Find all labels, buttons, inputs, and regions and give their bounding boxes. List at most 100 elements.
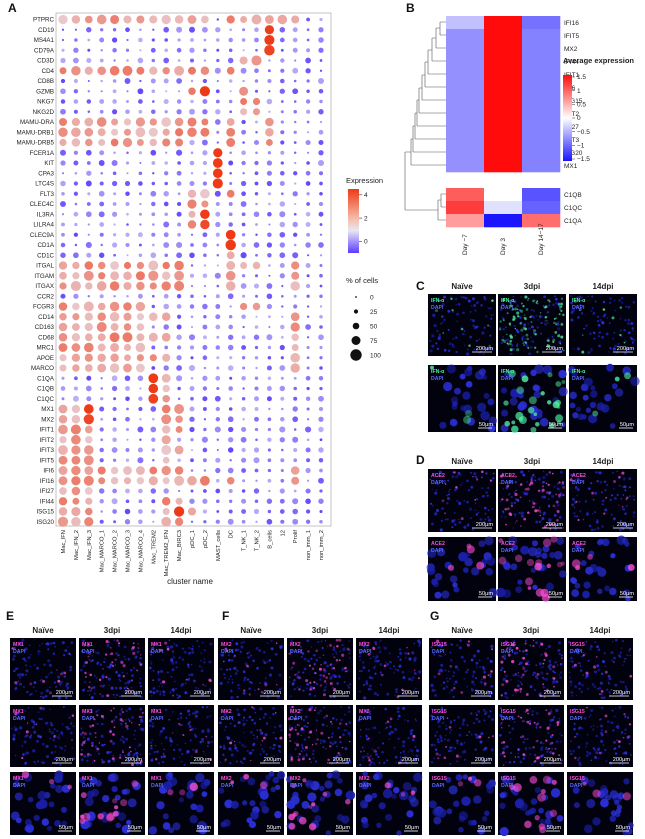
dapi-nucleus — [303, 738, 307, 741]
dapi-nucleus — [509, 352, 512, 356]
dot — [251, 14, 262, 25]
marker-signal — [202, 684, 204, 686]
dapi-nucleus — [272, 776, 280, 784]
dot — [280, 68, 285, 73]
dapi-nucleus — [347, 731, 351, 735]
marker-signal — [307, 722, 309, 724]
dot — [123, 118, 132, 126]
marker-signal — [141, 711, 144, 714]
dapi-nucleus — [514, 481, 517, 484]
dapi-nucleus — [302, 689, 305, 692]
dapi-nucleus — [337, 727, 340, 729]
dapi-nucleus — [248, 715, 252, 719]
dapi-nucleus — [230, 753, 234, 757]
dot — [71, 434, 81, 445]
gene-label: ITGAM — [34, 273, 54, 280]
dapi-nucleus — [579, 510, 582, 513]
dot — [98, 272, 106, 280]
dot — [306, 232, 310, 237]
dot — [58, 322, 68, 332]
dapi-nucleus — [604, 748, 607, 752]
gene-label: IFIT5 — [40, 457, 55, 464]
dapi-nucleus — [382, 788, 393, 799]
dot — [111, 447, 118, 453]
dot — [71, 516, 81, 527]
marker-signal — [582, 781, 587, 786]
marker-signal — [521, 339, 524, 341]
dapi-nucleus — [175, 644, 178, 647]
dot — [280, 324, 285, 330]
marker-signal — [131, 780, 139, 787]
dapi-nucleus — [155, 709, 159, 713]
dot — [163, 488, 169, 494]
dot — [306, 89, 310, 93]
dapi-nucleus — [201, 729, 205, 733]
dapi-nucleus — [242, 800, 248, 806]
dapi-nucleus — [189, 739, 192, 742]
dapi-nucleus — [581, 475, 584, 477]
dapi-nucleus — [475, 717, 479, 721]
dapi-nucleus — [496, 587, 506, 598]
dapi-nucleus — [54, 819, 61, 827]
dapi-nucleus — [601, 336, 604, 339]
marker-signal — [537, 509, 539, 512]
marker-signal — [325, 714, 329, 718]
dapi-nucleus — [593, 337, 596, 340]
dot — [214, 395, 221, 402]
marker-signal — [556, 420, 561, 425]
scale-bar-label: 50μm — [616, 825, 630, 831]
marker-signal — [529, 481, 534, 485]
dapi-nucleus — [510, 711, 513, 714]
dapi-nucleus — [266, 723, 268, 725]
dapi-nucleus — [459, 742, 464, 746]
dot — [59, 118, 67, 126]
dapi-nucleus — [341, 643, 344, 647]
marker-signal — [309, 688, 312, 691]
marker-signal — [509, 784, 515, 790]
marker-signal — [48, 691, 52, 695]
dot — [253, 139, 260, 146]
marker-signal — [140, 760, 143, 763]
dot — [215, 499, 220, 504]
dapi-nucleus — [45, 675, 48, 679]
dapi-nucleus — [588, 414, 598, 424]
gene-label: MX1 — [41, 406, 54, 413]
dot — [85, 211, 92, 218]
dapi-nucleus — [606, 363, 614, 372]
marker-signal — [68, 653, 70, 655]
dapi-nucleus — [373, 764, 376, 766]
dapi-nucleus — [462, 311, 465, 315]
dapi-nucleus — [489, 659, 493, 663]
dapi-nucleus — [207, 729, 211, 733]
dapi-nucleus — [339, 754, 342, 756]
dapi-nucleus — [569, 680, 573, 684]
marker-signal — [465, 409, 473, 418]
marker-signal — [524, 642, 527, 645]
dot — [264, 15, 274, 24]
marker-signal — [332, 667, 336, 670]
size-legend-dot — [352, 322, 360, 330]
dot — [99, 109, 104, 114]
dapi-nucleus — [458, 552, 468, 562]
dot — [318, 498, 324, 504]
dapi-nucleus — [305, 754, 308, 757]
dapi-nucleus — [491, 508, 494, 510]
dapi-nucleus — [590, 759, 593, 762]
dot — [165, 90, 168, 93]
dapi-nucleus — [555, 523, 558, 527]
dapi-nucleus — [95, 710, 98, 713]
dapi-nucleus — [267, 693, 269, 695]
dapi-nucleus — [62, 653, 66, 657]
dot — [60, 108, 66, 115]
marker-signal — [441, 499, 445, 503]
dot — [151, 109, 156, 115]
dapi-label: DAPI — [290, 716, 303, 722]
marker-signal — [105, 653, 108, 656]
dapi-nucleus — [558, 652, 561, 656]
dapi-nucleus — [522, 649, 525, 653]
dapi-nucleus — [585, 324, 588, 327]
marker-signal — [515, 489, 517, 492]
dapi-nucleus — [57, 736, 61, 740]
marker-signal — [305, 679, 309, 683]
marker-signal — [122, 664, 126, 668]
